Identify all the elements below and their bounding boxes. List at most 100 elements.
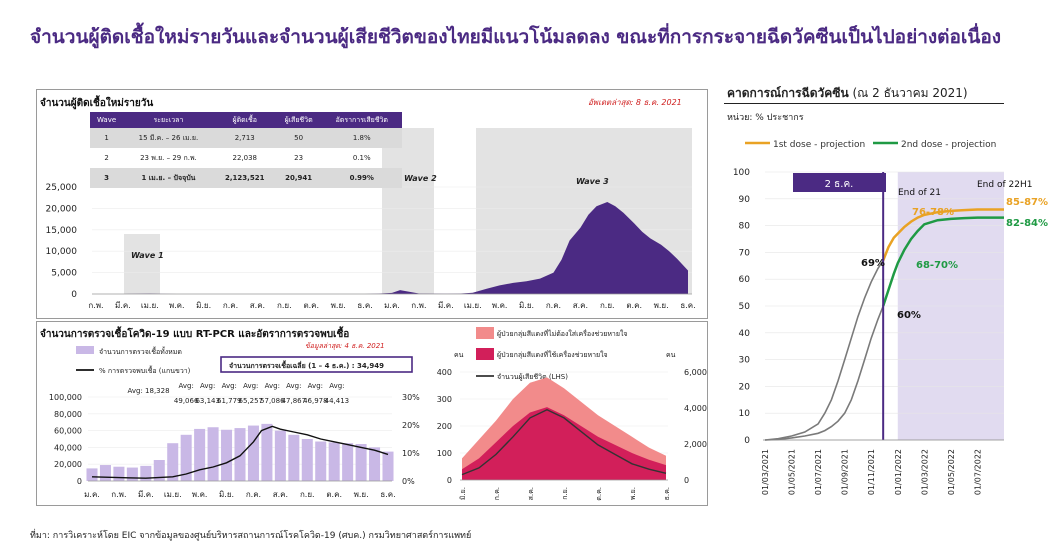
daily-x-tick: ส.ค. (250, 301, 265, 310)
icu-y2-tick: 4,000 (684, 404, 707, 413)
vac-y-tick: 80 (739, 222, 751, 232)
table-cell: 23 (294, 154, 304, 162)
pcr-x-tick: ก.ค. (246, 490, 261, 499)
current-date-label: 2 ธ.ค. (825, 179, 854, 190)
vac-x-tick: 01/03/2022 (920, 449, 929, 495)
pcr-bar (315, 441, 327, 481)
second-dose-actual-line (764, 305, 884, 441)
table-cell: 15 มี.ค. – 26 เม.ย. (123, 128, 214, 148)
pcr-bar (369, 447, 381, 481)
pcr-bar (113, 466, 125, 481)
daily-cases-updated: อัพเดตล่าสุด: 8 ธ.ค. 2021 (588, 98, 682, 107)
vac-y-tick: 60 (739, 275, 751, 285)
legend-red-vent: ผู้ป่วยกลุ่มสีแดงที่ใช้เครื่องช่วยหายใจ (497, 350, 608, 359)
icu-ylabel: คน (454, 351, 464, 359)
legend-swatch-tests (76, 346, 94, 354)
daily-x-tick: พ.ย. (331, 301, 346, 310)
avg-box (220, 356, 413, 373)
vac-x-tick: 01/09/2021 (841, 449, 850, 495)
pcr-avg-label: Avg: (200, 382, 215, 390)
wave-table-header: ผู้เสียชีวิต (275, 112, 322, 128)
icu-y-tick: 0 (447, 476, 452, 485)
table-cell: 0.99% (321, 168, 402, 188)
pcr-x-tick: ต.ค. (326, 490, 342, 499)
pcr-bar (221, 429, 233, 481)
pcr-bar (140, 465, 152, 481)
pcr-x-tick: ธ.ค. (380, 490, 395, 499)
pcr-avg-label: Avg: (329, 382, 344, 390)
pcr-bar (382, 451, 394, 481)
legend-swatch-red-vent (476, 348, 494, 360)
daily-x-tick: ส.ค. (573, 301, 588, 310)
pcr-avg-value: 47,867 (282, 397, 307, 405)
icu-x-tick: พ.ย. (629, 487, 637, 500)
pcr-avg-label: Avg: (179, 382, 194, 390)
icu-y-tick: 400 (437, 368, 452, 377)
pcr-avg-label: Avg: (265, 382, 280, 390)
vac-y-tick: 40 (739, 329, 751, 339)
vac-x-tick: 01/05/2022 (947, 449, 956, 495)
daily-x-tick: ต.ค. (303, 301, 319, 310)
pcr-bar (328, 442, 340, 481)
daily-x-tick: ก.ค. (546, 301, 561, 310)
first-dose-actual-line (764, 259, 884, 441)
pcr-bar (99, 465, 111, 481)
vac-x-tick: 01/03/2021 (761, 449, 770, 495)
table-cell: 2 (104, 154, 109, 162)
pcr-y-tick: 40,000 (54, 443, 82, 452)
daily-cases-area (96, 202, 688, 294)
pcr-bar (126, 467, 138, 481)
vac-x-tick: 01/01/2022 (894, 449, 903, 495)
page-title: จำนวนผู้ติดเชื้อใหม่รายวันและจำนวนผู้เสี… (30, 26, 1002, 48)
table-cell: 1 (90, 128, 124, 148)
pcr-y-tick: 100,000 (49, 393, 82, 402)
pcr-avg-label: Avg: (308, 382, 323, 390)
pcr-bar (167, 443, 179, 481)
daily-y-tick: 20,000 (46, 204, 78, 214)
end-of-22h1-label: End of 22H1 (977, 180, 1032, 190)
second-dose-end22-label: 82-84% (1006, 218, 1048, 229)
table-row: 3 1 เม.ย. – ปัจจุบัน 2,123,521 20,941 0.… (90, 168, 402, 188)
pcr-avg-label: Avg: (222, 382, 237, 390)
pcr-title: จำนวนการตรวจเชื้อโควิด-19 แบบ RT-PCR และ… (40, 329, 350, 340)
vaccine-divider (724, 103, 1004, 104)
wave-table-header: Wave (90, 112, 124, 128)
daily-x-tick: ก.พ. (88, 301, 103, 310)
vac-x-tick: 01/11/2021 (867, 449, 876, 495)
icu-x-tick: ก.ย. (561, 487, 569, 500)
second-dose-end21-label: 68-70% (916, 260, 958, 271)
legend-positivity: % การตรวจพบเชื้อ (แกนขวา) (99, 364, 191, 375)
legend-deaths: จำนวนผู้เสียชีวิต (LHS) (497, 373, 568, 381)
wave-table: Wave ระยะเวลา ผู้ติดเชื้อ ผู้เสียชีวิต อ… (90, 112, 402, 188)
table-cell: 2,713 (213, 128, 276, 148)
icu-deaths-line (461, 409, 667, 476)
daily-y-tick: 10,000 (46, 247, 78, 257)
vaccine-unit: หน่วย: % ประชากร (727, 113, 804, 123)
wave1-label: Wave 1 (131, 251, 164, 260)
vaccine-title-main: คาดการณ์การฉีดวัคซีน (727, 86, 849, 100)
first-dose-end21-label: 76-78% (912, 207, 954, 218)
table-cell: 22,038 (232, 154, 257, 162)
legend-swatch-red-no-vent (476, 327, 494, 339)
positivity-rate-line (91, 425, 389, 479)
pcr-bar (180, 434, 192, 481)
pcr-bar (153, 460, 165, 481)
daily-x-tick: ธ.ค. (680, 301, 695, 310)
pcr-avg-label: Avg: (286, 382, 301, 390)
daily-x-tick: ก.ย. (277, 301, 292, 310)
daily-x-tick: เม.ย. (464, 301, 482, 310)
pcr-y2-tick: 20% (402, 421, 420, 430)
wave2-band (382, 128, 434, 294)
vac-x-tick: 01/07/2022 (973, 449, 982, 495)
pcr-y2-tick: 30% (402, 393, 420, 402)
daily-x-tick: พ.ค. (169, 301, 185, 310)
daily-cases-title: จำนวนผู้ติดเชื้อใหม่รายวัน (40, 98, 154, 109)
icu-x-tick: ส.ค. (527, 487, 535, 500)
icu-x-tick: ต.ค. (595, 487, 603, 501)
pcr-bar (86, 468, 98, 481)
pcr-x-tick: ก.พ. (111, 490, 126, 499)
pcr-bar (261, 423, 273, 481)
vaccine-title-date: (ณ 2 ธันวาคม 2021) (852, 86, 968, 100)
